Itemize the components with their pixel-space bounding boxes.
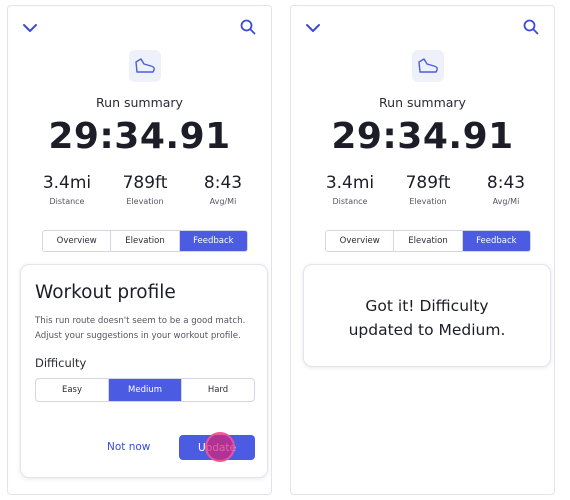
tab-feedback[interactable]: Feedback	[462, 231, 530, 251]
stat-label: Distance	[332, 197, 368, 206]
difficulty-option-medium[interactable]: Medium	[109, 379, 182, 401]
tab-elevation[interactable]: Elevation	[111, 231, 180, 251]
phone-screen-confirmation: Run summary 29:34.91 3.4mi Distance 789f…	[290, 5, 555, 495]
phone-screen-profile: Run summary 29:34.91 3.4mi Distance 789f…	[7, 5, 272, 495]
shoe-icon	[418, 58, 438, 73]
stat-distance: 3.4mi Distance	[31, 173, 103, 206]
stat-value: 8:43	[486, 173, 526, 193]
difficulty-option-easy[interactable]: Easy	[36, 379, 109, 401]
stat-distance: 3.4mi Distance	[314, 173, 386, 206]
difficulty-label: Difficulty	[35, 356, 87, 370]
run-summary-title: Run summary	[379, 95, 466, 110]
stat-label: Elevation	[409, 197, 447, 206]
stat-value: 789ft	[122, 173, 168, 193]
search-icon[interactable]	[523, 19, 539, 35]
stat-elevation: 789ft Elevation	[392, 173, 464, 206]
confirmation-line: Got it! Difficulty	[365, 297, 489, 315]
tab-overview[interactable]: Overview	[326, 231, 395, 251]
stat-label: Distance	[49, 197, 85, 206]
tab-feedback[interactable]: Feedback	[179, 231, 247, 251]
card-description: This run route doesn't seem to be a good…	[35, 316, 246, 341]
stat-value: 3.4mi	[325, 173, 375, 193]
search-icon[interactable]	[240, 19, 256, 35]
run-summary-title: Run summary	[96, 95, 183, 110]
tab-elevation[interactable]: Elevation	[394, 231, 463, 251]
workout-profile-card: Workout profile This run route doesn't s…	[20, 264, 268, 478]
confirmation-line: updated to Medium.	[348, 321, 506, 339]
stat-label: Avg/Mi	[492, 197, 520, 206]
tab-overview[interactable]: Overview	[43, 231, 112, 251]
stat-pace: 8:43 Avg/Mi	[187, 173, 259, 206]
workout-badge	[129, 50, 161, 82]
stat-pace: 8:43 Avg/Mi	[470, 173, 542, 206]
run-time: 29:34.91	[331, 116, 514, 157]
confirmation-message: Got it! Difficulty updated to Medium.	[304, 294, 550, 342]
card-title: Workout profile	[35, 282, 176, 303]
summary-tabs: Overview Elevation Feedback	[42, 230, 248, 252]
confirmation-card: Got it! Difficulty updated to Medium.	[303, 264, 551, 367]
difficulty-option-hard[interactable]: Hard	[207, 385, 229, 395]
not-now-button[interactable]: Not now	[107, 441, 151, 453]
stat-value: 3.4mi	[42, 173, 92, 193]
summary-tabs: Overview Elevation Feedback	[325, 230, 531, 252]
chevron-down-icon[interactable]	[305, 22, 321, 34]
stat-label: Elevation	[126, 197, 164, 206]
workout-badge	[412, 50, 444, 82]
run-time: 29:34.91	[48, 116, 231, 157]
difficulty-selector: Easy Medium Hard	[35, 378, 255, 402]
shoe-icon	[135, 58, 155, 73]
stat-label: Avg/Mi	[209, 197, 237, 206]
stat-value: 789ft	[405, 173, 451, 193]
tap-indicator	[205, 432, 235, 462]
stat-value: 8:43	[203, 173, 243, 193]
chevron-down-icon[interactable]	[22, 22, 38, 34]
stat-elevation: 789ft Elevation	[109, 173, 181, 206]
